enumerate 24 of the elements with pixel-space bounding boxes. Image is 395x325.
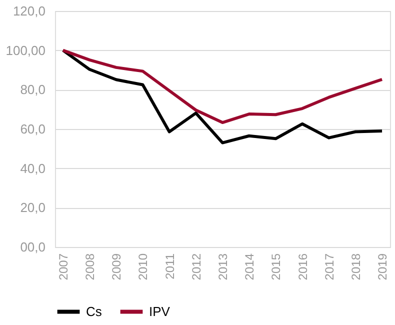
x-tick-label: 2017 — [322, 253, 336, 280]
legend-label: Cs — [86, 304, 102, 319]
x-tick-label: 2016 — [296, 253, 310, 280]
x-tick-label: 2015 — [269, 253, 284, 280]
x-tick-label: 2008 — [83, 253, 98, 280]
y-tick-label: 40,0 — [20, 160, 46, 176]
x-tick-label: 2010 — [136, 253, 150, 280]
x-tick-label: 2011 — [162, 253, 177, 280]
x-tick-label: 2019 — [376, 253, 390, 280]
x-tick-label: 2018 — [348, 253, 363, 280]
x-tick-label: 2013 — [216, 253, 230, 280]
y-tick-label: 80,0 — [20, 82, 46, 98]
x-tick-label: 2012 — [189, 253, 204, 280]
y-tick-label: 100,00 — [6, 42, 46, 58]
line-series — [61, 48, 384, 144]
x-tick-label: 2014 — [242, 253, 257, 280]
y-tick-label: 00,0 — [20, 240, 46, 254]
x-tick-label: 2007 — [56, 253, 70, 280]
y-tick-label: 20,0 — [20, 200, 46, 216]
line-series — [61, 48, 384, 124]
x-tick-label: 2009 — [110, 253, 124, 280]
y-tick-label: 60,0 — [20, 122, 46, 136]
legend-label: IPV — [149, 304, 170, 319]
y-tick-label: 120,0 — [12, 4, 46, 18]
